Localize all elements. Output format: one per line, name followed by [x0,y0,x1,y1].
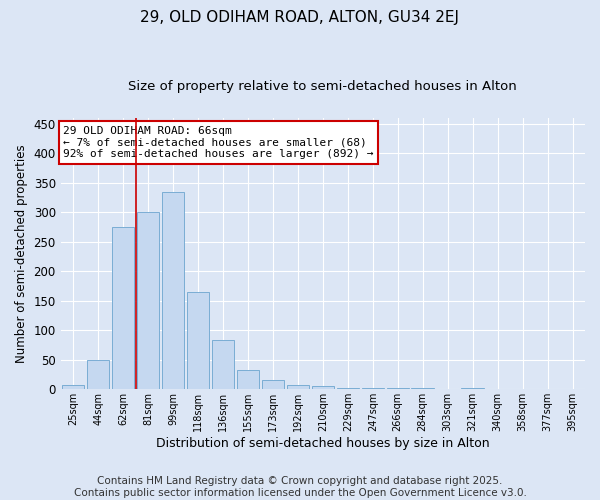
Bar [162,192,184,390]
Bar [137,212,159,390]
Bar [236,370,259,390]
Bar [386,388,409,390]
Bar [362,388,384,390]
Text: 29 OLD ODIHAM ROAD: 66sqm
← 7% of semi-detached houses are smaller (68)
92% of s: 29 OLD ODIHAM ROAD: 66sqm ← 7% of semi-d… [63,126,374,159]
Bar [311,386,334,390]
Bar [412,388,434,390]
Bar [337,388,359,390]
Text: Contains HM Land Registry data © Crown copyright and database right 2025.
Contai: Contains HM Land Registry data © Crown c… [74,476,526,498]
Bar [461,388,484,390]
Bar [287,385,309,390]
Y-axis label: Number of semi-detached properties: Number of semi-detached properties [15,144,28,363]
Bar [112,227,134,390]
Bar [436,388,459,390]
Bar [212,340,234,390]
Title: Size of property relative to semi-detached houses in Alton: Size of property relative to semi-detach… [128,80,517,93]
Bar [262,380,284,390]
Bar [487,388,509,390]
Bar [187,292,209,390]
X-axis label: Distribution of semi-detached houses by size in Alton: Distribution of semi-detached houses by … [156,437,490,450]
Bar [62,385,85,390]
Bar [87,360,109,390]
Text: 29, OLD ODIHAM ROAD, ALTON, GU34 2EJ: 29, OLD ODIHAM ROAD, ALTON, GU34 2EJ [140,10,460,25]
